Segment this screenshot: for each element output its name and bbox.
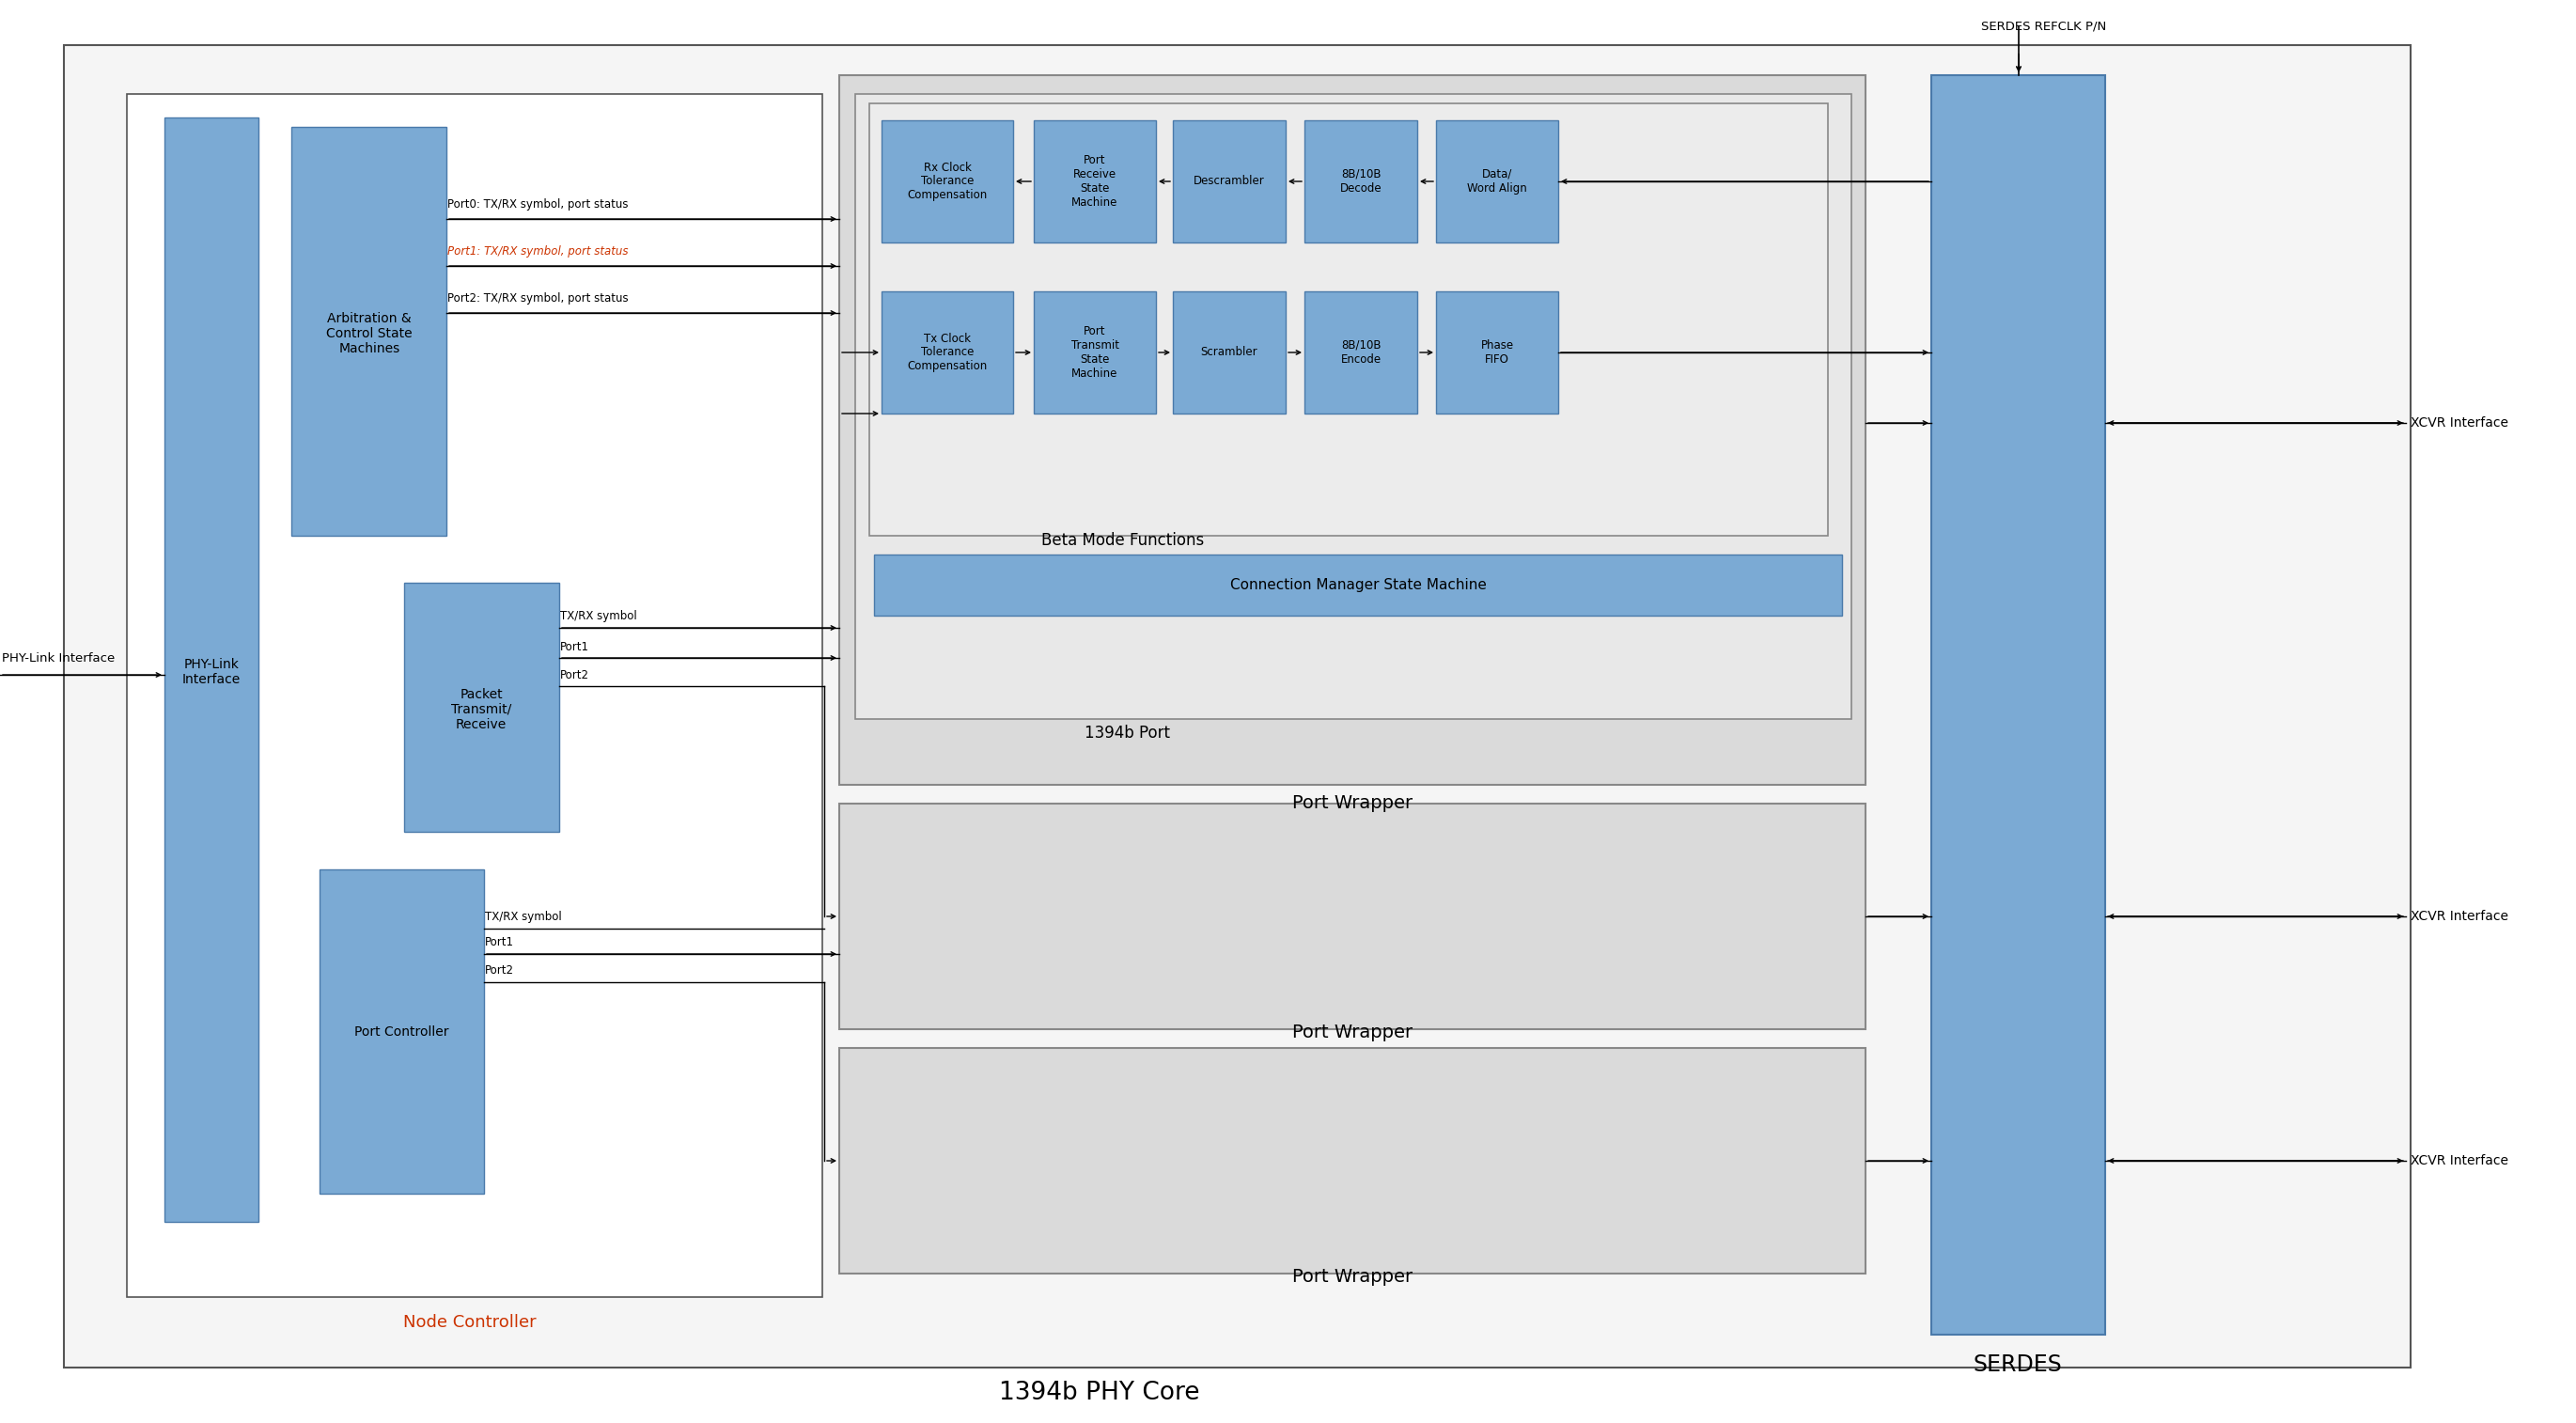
Text: PHY-Link Interface: PHY-Link Interface (3, 652, 116, 665)
Bar (873, 555, 1842, 616)
Bar (1033, 292, 1157, 414)
Bar (1303, 292, 1417, 414)
Text: Port
Receive
State
Machine: Port Receive State Machine (1072, 154, 1118, 209)
Text: XCVR Interface: XCVR Interface (2411, 417, 2509, 430)
Bar (1033, 121, 1157, 242)
Text: 8B/10B
Decode: 8B/10B Decode (1340, 168, 1381, 195)
Text: 1394b Port: 1394b Port (1084, 724, 1170, 741)
Bar (165, 118, 258, 1222)
Text: XCVR Interface: XCVR Interface (2411, 909, 2509, 924)
Text: 1394b PHY Core: 1394b PHY Core (999, 1380, 1200, 1405)
Text: Port1: TX/RX symbol, port status: Port1: TX/RX symbol, port status (448, 246, 629, 258)
Text: Port2: Port2 (484, 965, 515, 978)
Text: Port2: TX/RX symbol, port status: Port2: TX/RX symbol, port status (448, 293, 629, 305)
Text: Port2: Port2 (559, 670, 590, 682)
Bar (1435, 292, 1558, 414)
Text: Beta Mode Functions: Beta Mode Functions (1041, 532, 1206, 549)
Bar (404, 583, 559, 832)
Bar (840, 804, 1865, 1029)
Bar (840, 75, 1865, 785)
Text: Rx Clock
Tolerance
Compensation: Rx Clock Tolerance Compensation (907, 161, 987, 202)
Text: Tx Clock
Tolerance
Compensation: Tx Clock Tolerance Compensation (907, 332, 987, 373)
Text: Port Wrapper: Port Wrapper (1293, 1023, 1412, 1042)
Bar (881, 121, 1012, 242)
Bar (291, 127, 446, 535)
Text: 8B/10B
Encode: 8B/10B Encode (1340, 339, 1381, 366)
Text: Connection Manager State Machine: Connection Manager State Machine (1229, 579, 1486, 592)
Text: SERDES REFCLK P/N: SERDES REFCLK P/N (1981, 20, 2107, 33)
Bar (840, 1047, 1865, 1274)
Text: Port Wrapper: Port Wrapper (1293, 794, 1412, 813)
Bar (855, 94, 1852, 719)
Text: Port Controller: Port Controller (353, 1026, 448, 1039)
Text: Port1: Port1 (484, 936, 515, 949)
Text: XCVR Interface: XCVR Interface (2411, 1154, 2509, 1167)
Text: Port
Transmit
State
Machine: Port Transmit State Machine (1072, 326, 1118, 380)
Bar (881, 292, 1012, 414)
Text: TX/RX symbol: TX/RX symbol (484, 911, 562, 922)
Text: Packet
Transmit/
Receive: Packet Transmit/ Receive (451, 687, 513, 731)
Text: Node Controller: Node Controller (404, 1313, 536, 1331)
Text: Port1: Port1 (559, 642, 590, 653)
Text: Data/
Word Align: Data/ Word Align (1468, 168, 1528, 195)
Text: Port Wrapper: Port Wrapper (1293, 1268, 1412, 1285)
Bar (1435, 121, 1558, 242)
Text: Phase
FIFO: Phase FIFO (1481, 339, 1515, 366)
Bar (1172, 121, 1285, 242)
Text: Scrambler: Scrambler (1200, 346, 1257, 359)
Bar (319, 869, 484, 1194)
Bar (1932, 75, 2105, 1335)
Text: PHY-Link
Interface: PHY-Link Interface (183, 657, 240, 686)
Text: Port0: TX/RX symbol, port status: Port0: TX/RX symbol, port status (448, 199, 629, 211)
Bar (1303, 121, 1417, 242)
Text: TX/RX symbol: TX/RX symbol (559, 609, 636, 622)
Bar (1172, 292, 1285, 414)
Text: Descrambler: Descrambler (1193, 175, 1265, 188)
Bar (868, 104, 1829, 535)
Text: Arbitration &
Control State
Machines: Arbitration & Control State Machines (327, 312, 412, 356)
Bar (126, 94, 822, 1296)
Text: SERDES: SERDES (1973, 1353, 2063, 1376)
